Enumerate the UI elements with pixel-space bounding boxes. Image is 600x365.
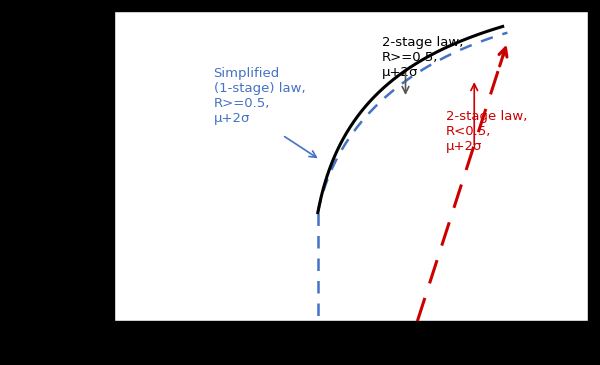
- Text: Simplified
(1-stage) law,
R>=0.5,
μ+2σ: Simplified (1-stage) law, R>=0.5, μ+2σ: [214, 67, 305, 125]
- Text: 2-stage law,
R<0.5,
μ+2σ: 2-stage law, R<0.5, μ+2σ: [446, 110, 527, 153]
- Text: 2-stage law,
R>=0.5,
μ+2σ: 2-stage law, R>=0.5, μ+2σ: [382, 36, 463, 79]
